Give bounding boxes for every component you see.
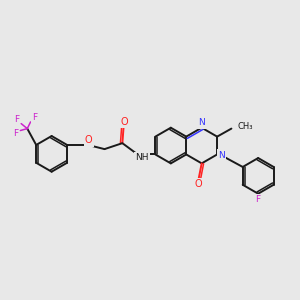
Text: F: F	[256, 195, 261, 204]
Text: N: N	[218, 151, 225, 160]
Text: F: F	[32, 113, 37, 122]
Text: CH₃: CH₃	[238, 122, 254, 131]
Text: O: O	[194, 178, 202, 189]
Text: O: O	[120, 117, 128, 127]
Text: O: O	[85, 136, 93, 146]
Text: F: F	[13, 129, 18, 138]
Text: N: N	[198, 118, 205, 127]
Text: F: F	[14, 115, 19, 124]
Text: NH: NH	[135, 153, 148, 162]
